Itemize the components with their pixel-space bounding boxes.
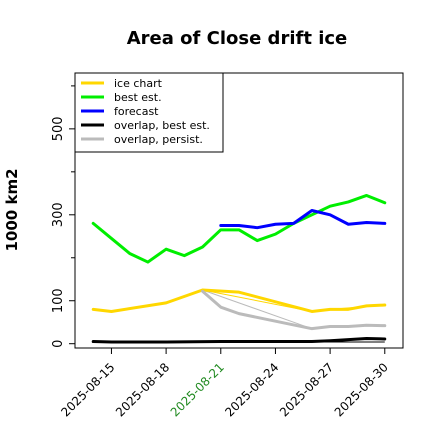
- data-point: [365, 194, 368, 197]
- chart-title: Area of Close drift ice: [127, 28, 348, 49]
- y-tick-label: 500: [51, 116, 66, 141]
- x-tick-label: 2025-08-30: [332, 360, 391, 419]
- legend-label: overlap, best est.: [114, 119, 210, 132]
- data-point: [237, 228, 241, 232]
- series-line-ice-chart: [91, 288, 387, 313]
- data-point: [237, 340, 241, 343]
- legend-label: overlap, persist.: [114, 133, 203, 146]
- data-point: [274, 223, 277, 226]
- data-point: [219, 305, 222, 309]
- data-point: [310, 213, 314, 216]
- data-point: [92, 308, 95, 311]
- data-point: [383, 303, 386, 307]
- x-tick-label: 2025-08-24: [222, 360, 281, 419]
- data-point: [365, 221, 368, 224]
- data-point: [219, 340, 222, 343]
- data-point: [219, 228, 222, 232]
- series-line-forecast: [219, 209, 387, 230]
- x-tick-label: 2025-08-15: [58, 360, 117, 419]
- plot-frame: [74, 72, 404, 349]
- y-tick-label: 0: [51, 340, 66, 348]
- data-point: [274, 232, 277, 236]
- data-point: [347, 325, 350, 328]
- y-tick-label: 300: [51, 202, 66, 227]
- data-point: [365, 304, 368, 308]
- data-point: [328, 213, 332, 216]
- data-point: [164, 247, 168, 251]
- data-point: [183, 254, 186, 257]
- series-ice-chart: [91, 288, 387, 313]
- series-overlap-best-est: [91, 337, 387, 344]
- x-tick-label: 2025-08-21: [168, 360, 227, 419]
- data-point: [365, 337, 368, 340]
- data-point: [365, 324, 368, 327]
- series-best-est: [91, 193, 387, 264]
- data-point: [237, 312, 241, 315]
- data-point: [383, 222, 386, 225]
- data-point: [256, 239, 259, 242]
- data-point: [347, 308, 350, 311]
- data-point: [164, 340, 168, 344]
- x-axis: 2025-08-152025-08-182025-08-212025-08-24…: [58, 348, 391, 419]
- data-point: [347, 200, 350, 204]
- overlay-line: [202, 289, 313, 330]
- data-point: [310, 310, 314, 313]
- data-point: [110, 340, 113, 344]
- data-point: [110, 310, 113, 313]
- data-point: [92, 222, 95, 225]
- series-layer: [91, 193, 387, 344]
- data-point: [237, 290, 241, 294]
- series-line-overlap-persist: [201, 289, 387, 331]
- data-point: [164, 301, 168, 305]
- data-point: [347, 223, 350, 226]
- data-point: [383, 324, 386, 327]
- y-tick-label: 100: [51, 288, 66, 313]
- data-point: [310, 209, 314, 212]
- legend-label: forecast: [114, 105, 159, 118]
- data-point: [383, 337, 386, 341]
- legend-label: best est.: [114, 91, 162, 104]
- data-point: [328, 308, 332, 311]
- x-tick-label: 2025-08-27: [277, 360, 336, 419]
- legend-label: ice chart: [114, 77, 163, 90]
- series-overlap-persist: [201, 289, 387, 331]
- data-point: [328, 339, 332, 342]
- data-point: [328, 205, 332, 208]
- data-point: [110, 237, 113, 240]
- data-point: [383, 201, 386, 204]
- data-point: [292, 222, 295, 225]
- data-point: [219, 224, 222, 227]
- y-axis: 0 100 300 500: [51, 85, 75, 348]
- data-point: [201, 245, 204, 249]
- data-point: [237, 224, 241, 227]
- data-point: [310, 340, 314, 343]
- x-tick-label: 2025-08-18: [113, 360, 172, 419]
- data-point: [146, 260, 150, 264]
- y-axis-label: 1000 km2: [3, 168, 21, 251]
- data-point: [256, 226, 259, 229]
- data-point: [92, 340, 95, 343]
- data-point: [310, 327, 314, 330]
- data-point: [128, 252, 131, 255]
- data-point: [328, 325, 332, 328]
- series-forecast: [219, 209, 387, 230]
- data-point: [201, 290, 204, 293]
